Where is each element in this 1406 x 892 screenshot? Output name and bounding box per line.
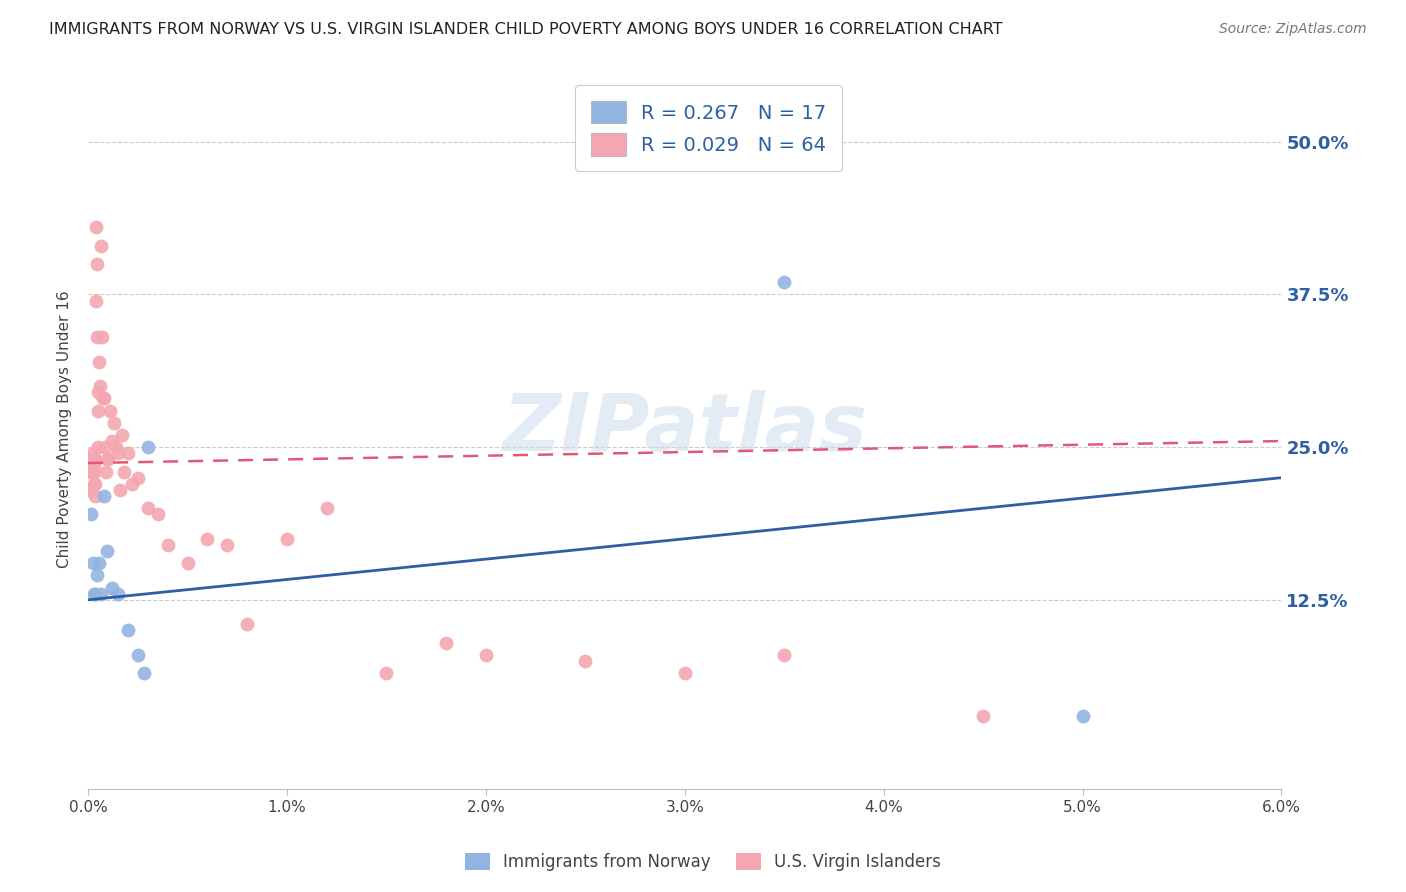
Point (136, 440, 159, 454)
Point (111, 428, 134, 442)
Point (87, 354, 110, 368)
Point (475, 648, 498, 662)
Point (103, 416, 125, 430)
Point (972, 709, 994, 723)
Point (673, 666, 696, 681)
Point (146, 508, 169, 522)
Point (83, 452, 105, 467)
Point (97, 452, 120, 467)
Legend: Immigrants from Norway, U.S. Virgin Islanders: Immigrants from Norway, U.S. Virgin Isla… (457, 845, 949, 880)
Legend: R = 0.267   N = 17, R = 0.029   N = 64: R = 0.267 N = 17, R = 0.029 N = 64 (575, 86, 842, 171)
Point (79, 465, 101, 479)
Point (82, 465, 104, 479)
Point (136, 501, 159, 516)
Point (89, 379, 111, 393)
Point (83, 452, 105, 467)
Point (84, 476, 107, 491)
Point (574, 654, 596, 668)
Text: IMMIGRANTS FROM NORWAY VS U.S. VIRGIN ISLANDER CHILD POVERTY AMONG BOYS UNDER 16: IMMIGRANTS FROM NORWAY VS U.S. VIRGIN IS… (49, 22, 1002, 37)
Point (86, 257, 108, 271)
Point (96, 452, 118, 467)
Point (105, 440, 128, 454)
Point (773, 275, 796, 289)
Point (77, 465, 100, 479)
Text: ZIPatlas: ZIPatlas (502, 390, 868, 467)
Point (98, 403, 121, 417)
Point (84, 587, 107, 601)
Point (82, 458, 104, 473)
Point (276, 532, 298, 546)
Point (132, 666, 155, 681)
Point (90, 587, 112, 601)
Point (79, 452, 101, 467)
Point (434, 635, 457, 649)
Point (176, 556, 198, 570)
Point (117, 446, 139, 460)
Point (84, 489, 107, 503)
Point (82, 446, 104, 460)
Point (107, 587, 129, 601)
Point (93, 392, 115, 406)
Point (82, 458, 104, 473)
Point (87, 556, 110, 570)
Point (84, 220, 107, 235)
Point (80, 458, 103, 473)
Point (80, 458, 103, 473)
Point (375, 666, 398, 681)
Point (93, 489, 115, 503)
Point (156, 538, 179, 552)
Point (96, 544, 118, 558)
Point (127, 648, 149, 662)
Point (84, 293, 107, 308)
Point (773, 648, 796, 662)
Point (94, 465, 117, 479)
Point (86, 403, 108, 417)
Point (82, 465, 104, 479)
Point (83, 476, 105, 491)
Point (87, 440, 110, 454)
Point (83, 465, 105, 479)
Point (86, 330, 108, 344)
Point (91, 392, 114, 406)
Point (217, 538, 239, 552)
Point (236, 617, 259, 632)
Point (79, 483, 101, 497)
Point (117, 624, 139, 638)
Point (91, 330, 114, 344)
Point (197, 532, 219, 546)
Point (79, 483, 101, 497)
Y-axis label: Child Poverty Among Boys Under 16: Child Poverty Among Boys Under 16 (58, 290, 72, 567)
Point (127, 471, 149, 485)
Point (80, 465, 103, 479)
Point (315, 501, 337, 516)
Point (80, 508, 103, 522)
Point (101, 581, 124, 595)
Point (94, 440, 117, 454)
Point (83, 458, 105, 473)
Point (83, 587, 105, 601)
Point (82, 556, 104, 570)
Text: Source: ZipAtlas.com: Source: ZipAtlas.com (1219, 22, 1367, 37)
Point (87, 385, 110, 400)
Point (112, 465, 135, 479)
Point (107, 446, 129, 460)
Point (90, 238, 112, 252)
Point (101, 434, 124, 448)
Point (121, 476, 143, 491)
Point (108, 483, 131, 497)
Point (86, 568, 108, 582)
Point (1071, 709, 1094, 723)
